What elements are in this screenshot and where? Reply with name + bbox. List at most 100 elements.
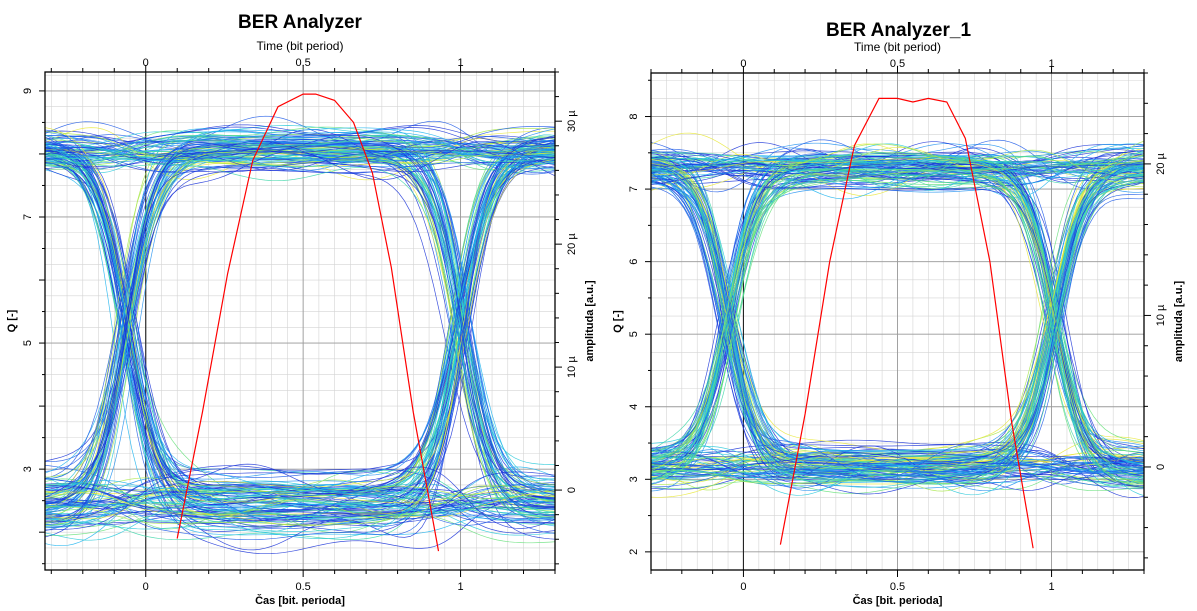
y-tick-label: 2 [628,549,640,555]
eye-trace [651,139,1144,193]
y2-tick-label: 0 [1155,464,1167,470]
eye-trace [45,161,555,499]
eye-trace [45,141,555,159]
y2-axis-label: amplituda [a.u.] [1173,281,1185,363]
eye-trace [651,161,1144,474]
x-axis: 0 0 0.5 0.5 1 1 Čas [bit. perioda] Time (bit pe… [50,39,556,607]
plot-frame [44,71,556,571]
eye-trace [45,471,555,522]
eye-trace [45,126,555,480]
eye-trace [45,468,555,531]
eye-trace [651,158,1144,465]
eye-trace [651,148,1144,165]
eye-trace [45,148,555,541]
eye-trace [45,140,555,164]
eye-trace [45,144,555,488]
eye-trace [651,150,1144,470]
eye-trace [45,136,555,480]
eye-trace [45,144,555,522]
eye-trace [651,444,1144,465]
y-axis: 3 5 7 9 Q [-] [6,88,45,565]
y-tick-label: 8 [628,113,640,119]
eye-trace [45,143,555,540]
eye-trace [651,143,1144,188]
q-factor-curve [176,93,440,552]
y2-tick-label: 20 µ [1155,152,1167,174]
eye-trace [651,452,1144,469]
x-tick-label: 1 [457,581,463,593]
eye-trace [45,154,555,518]
x-tick-label-top: 0.5 [890,58,905,70]
eye-diagram-chart: 0 0 0.5 0.5 1 1 Čas [bit. perioda] Time (bit pe… [6,39,596,607]
eye-trace [45,134,555,513]
eye-trace [45,127,555,494]
y-axis-label: Q [-] [6,309,18,332]
eye-trace [45,133,555,502]
eye-trace [45,144,555,492]
x-tick-label: 1 [1049,581,1055,593]
eye-trace [45,134,555,493]
eye-trace [45,158,555,520]
q-factor-curve [779,97,1034,549]
eye-traces [651,132,1144,498]
eye-trace [651,143,1144,497]
eye-trace [45,140,555,163]
top-x-axis-label: Time (bit period) [854,40,941,54]
eye-trace [651,155,1144,464]
eye-trace [45,158,555,524]
y2-tick-label: 30 µ [566,110,578,132]
eye-trace [45,145,555,502]
eye-trace [45,152,555,478]
eye-trace [45,162,555,514]
eye-trace [651,155,1144,485]
chart-title: BER Analyzer [238,12,362,33]
y2-tick-label: 20 µ [566,233,578,255]
eye-trace [651,165,1144,480]
y2-tick-label: 10 µ [1155,304,1167,326]
y-tick-label: 3 [628,476,640,482]
y-axis: 2 3 4 5 6 7 8 Q [-] [612,79,651,555]
eye-trace [45,146,555,526]
eye-trace [651,155,1144,469]
eye-trace [45,149,555,516]
chart-panel-ber-analyzer-1: BER Analyzer_1 0 0 0.5 0.5 1 1 Čas [bit. perio… [600,0,1197,611]
eye-trace [45,131,555,169]
y-tick-label: 5 [22,340,34,346]
y-tick-label: 9 [22,88,34,94]
y-tick-label: 5 [628,331,640,337]
eye-trace [45,155,555,499]
eye-trace [651,198,1144,489]
y-tick-label: 7 [628,186,640,192]
eye-trace [45,152,555,528]
y2-axis: 0 10 µ 20 µ amplituda [a.u.] [1144,72,1185,559]
eye-trace [45,149,555,162]
x-tick-label: 0.5 [890,581,905,593]
eye-trace [651,161,1144,483]
eye-trace [651,464,1144,492]
x-axis: 0 0 0.5 0.5 1 1 Čas [bit. perioda] Time (bit pe… [650,40,1145,607]
eye-trace [651,163,1144,496]
top-x-axis-label: Time (bit period) [257,39,344,53]
y-tick-label: 3 [22,466,34,472]
y-tick-label: 6 [628,259,640,265]
y-tick-label: 4 [628,404,640,410]
eye-trace [651,181,1144,461]
eye-trace [45,148,555,478]
eye-trace [651,439,1144,478]
eye-trace [45,489,555,541]
eye-trace [45,157,555,510]
eye-trace [651,174,1144,488]
eye-trace [45,153,555,532]
x-tick-label-top: 0 [740,58,746,70]
y-tick-label: 7 [22,214,34,220]
eye-trace [651,160,1144,460]
eye-trace [651,463,1144,473]
eye-trace [651,153,1144,487]
eye-trace [651,168,1144,484]
eye-trace [45,153,555,174]
x-tick-label: 0 [143,581,149,593]
eye-trace [45,115,555,174]
eye-trace [45,158,555,514]
eye-trace [651,150,1144,190]
y2-tick-label: 0 [566,487,578,493]
